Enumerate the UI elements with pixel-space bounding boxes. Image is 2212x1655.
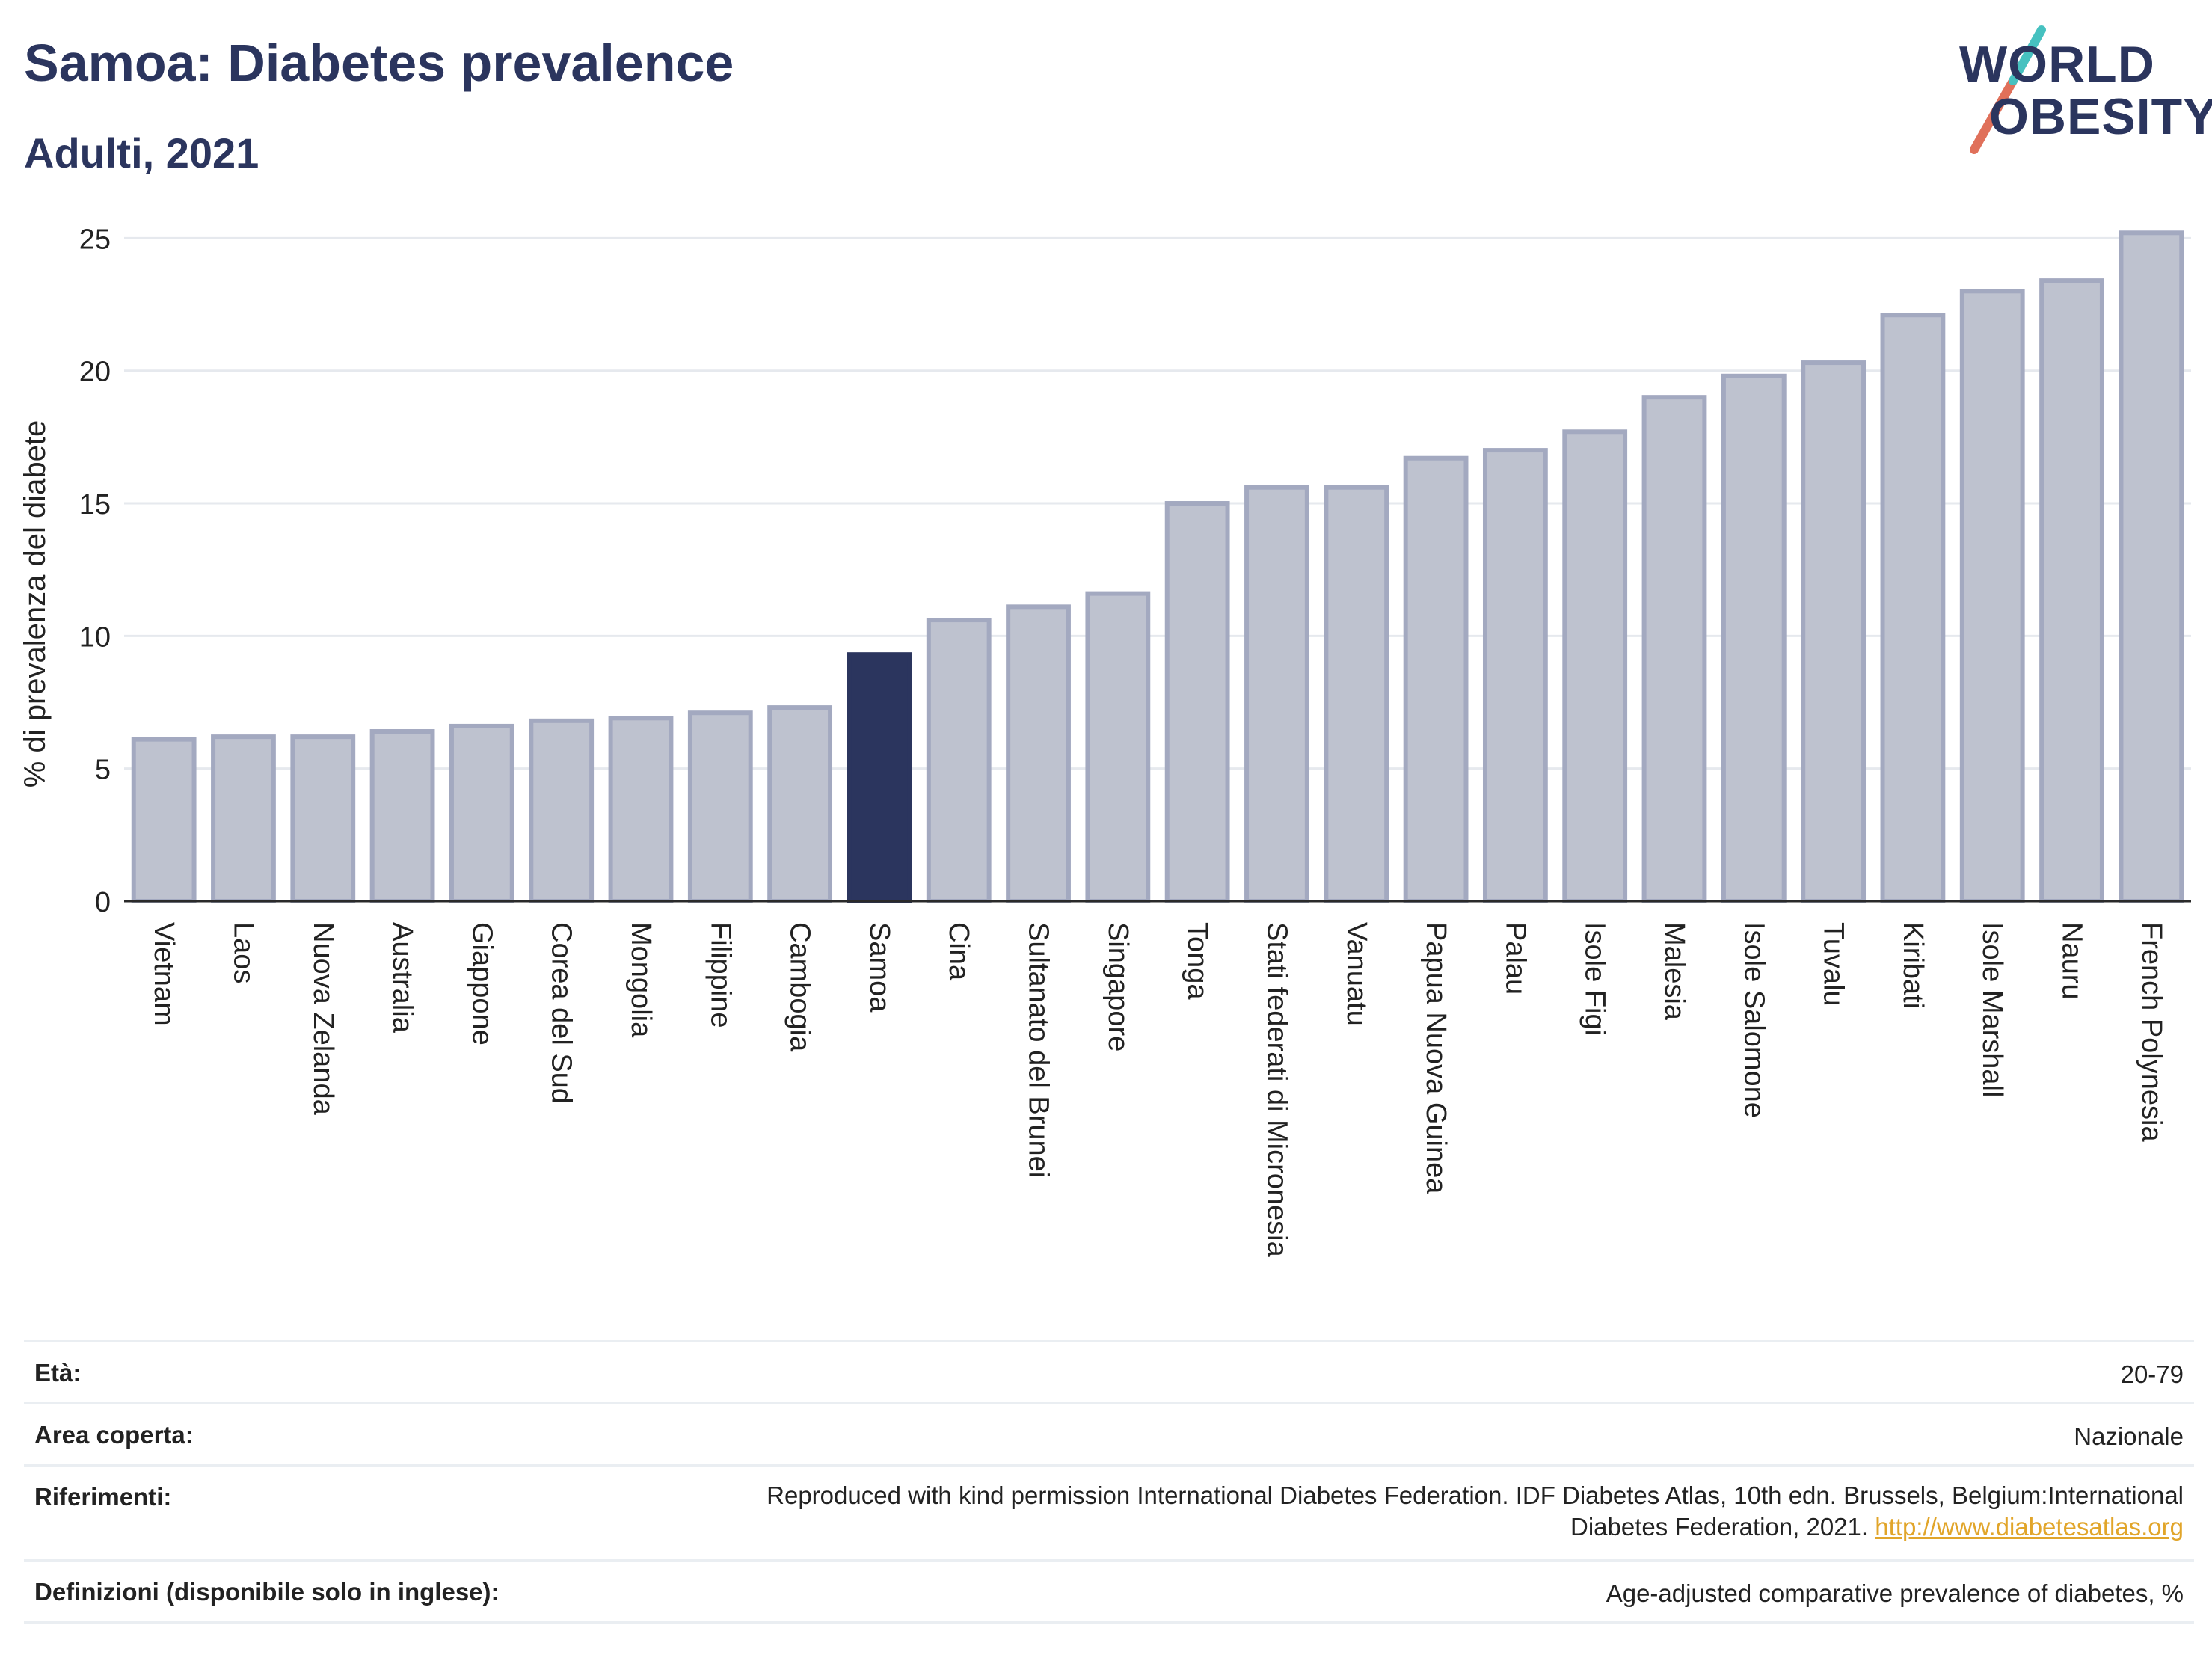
- bar-filippine[interactable]: [687, 710, 753, 904]
- y-tick-label: 5: [95, 755, 111, 786]
- x-tick-label: Cambogia: [784, 922, 816, 1052]
- bar-malesia[interactable]: [1641, 395, 1707, 903]
- bar-tuvalu[interactable]: [1801, 360, 1867, 903]
- bar-vanuatu[interactable]: [1324, 485, 1389, 903]
- bars: [131, 230, 2184, 904]
- references-text: Reproduced with kind permission Internat…: [766, 1467, 2194, 1543]
- y-tick-label: 15: [79, 489, 111, 521]
- x-tick-label: Tuvalu: [1818, 922, 1849, 1007]
- x-axis-labels: Vietnam Laos Nuova Zelanda Australia Giappon…: [148, 922, 2167, 1258]
- x-tick-label: Vanuatu: [1341, 922, 1372, 1026]
- x-tick-label: Giappone: [466, 922, 497, 1045]
- x-tick-label: Palau: [1499, 922, 1531, 995]
- x-tick-label: Papua Nuova Guinea: [1420, 922, 1451, 1194]
- chart-title: Samoa: Diabetes prevalence: [24, 34, 734, 92]
- x-tick-label: Isole Figi: [1579, 922, 1611, 1036]
- info-label: Età:: [34, 1359, 82, 1387]
- x-tick-label: Malesia: [1659, 922, 1690, 1021]
- references-line-1: Reproduced with kind permission Internat…: [766, 1481, 2184, 1509]
- bar-french-polynesia[interactable]: [2119, 230, 2184, 904]
- x-tick-label: Mongolia: [625, 922, 657, 1038]
- logo-word-obesity: OBESITY: [1989, 88, 2212, 145]
- bar-palau[interactable]: [1482, 448, 1548, 903]
- logo-word-world: WORLD: [1959, 36, 2155, 93]
- x-tick-label: Corea del Sud: [546, 922, 577, 1104]
- x-tick-label: Isole Salomone: [1738, 922, 1769, 1118]
- x-tick-label: Nauru: [2056, 922, 2088, 1000]
- info-row-definitions: Definizioni (disponibile solo in inglese…: [24, 1559, 2194, 1624]
- chart-subtitle: Adulti, 2021: [24, 129, 259, 176]
- info-value: Nazionale: [2074, 1422, 2184, 1450]
- bar-nuova-zelanda[interactable]: [290, 734, 356, 903]
- x-tick-label: Nuova Zelanda: [307, 922, 339, 1116]
- y-tick-label: 25: [79, 224, 111, 255]
- bar-cambogia[interactable]: [767, 705, 833, 904]
- x-tick-label: Vietnam: [148, 922, 179, 1026]
- bar-samoa[interactable]: [847, 652, 912, 904]
- y-axis-ticks: 0 5 10 15 20 25: [79, 224, 111, 918]
- x-tick-label: Kiribati: [1897, 922, 1929, 1009]
- info-value: Age-adjusted comparative prevalence of d…: [1606, 1579, 2184, 1607]
- references-line-2-text: Diabetes Federation, 2021.: [1570, 1513, 1869, 1541]
- y-tick-label: 10: [79, 621, 111, 653]
- bar-isole-marshall[interactable]: [1959, 289, 2025, 904]
- bar-laos[interactable]: [211, 734, 276, 903]
- bar-papua-nuova-guinea[interactable]: [1403, 455, 1469, 903]
- bar-vietnam[interactable]: [131, 737, 197, 903]
- bar-chart: 0 5 10 15 20 25 Vietnam Laos Nuova Zelanda Austr…: [19, 224, 2191, 1258]
- info-label: Area coperta:: [34, 1421, 194, 1449]
- y-tick-label: 0: [95, 887, 111, 918]
- info-row-references: Riferimenti: Reproduced with kind permis…: [24, 1464, 2194, 1559]
- x-tick-label: Australia: [387, 922, 418, 1034]
- bar-australia[interactable]: [369, 729, 435, 903]
- info-label: Definizioni (disponibile solo in inglese…: [34, 1578, 500, 1606]
- bar-stati-federati-di-micronesia[interactable]: [1244, 485, 1309, 903]
- bar-cina[interactable]: [926, 618, 992, 903]
- bar-isole-salomone[interactable]: [1721, 373, 1787, 903]
- info-table: Età: 20-79 Area coperta: Nazionale Rifer…: [24, 1340, 2194, 1624]
- y-axis-label: % di prevalenza del diabete: [19, 420, 52, 787]
- bar-corea-del-sud[interactable]: [529, 718, 595, 904]
- bar-giappone[interactable]: [449, 723, 514, 903]
- logo-slash-icon: [1970, 25, 2046, 154]
- diabetesatlas-link[interactable]: http://www.diabetesatlas.org: [1875, 1513, 2184, 1541]
- x-tick-label: Singapore: [1102, 922, 1134, 1051]
- x-tick-label: Isole Marshall: [1976, 922, 2008, 1097]
- x-tick-label: French Polynesia: [2136, 922, 2167, 1142]
- bar-mongolia[interactable]: [608, 716, 674, 904]
- x-tick-label: Cina: [943, 922, 974, 981]
- bar-tonga[interactable]: [1164, 501, 1230, 903]
- x-tick-label: Tonga: [1182, 922, 1213, 1000]
- world-obesity-logo[interactable]: WORLD OBESITY: [1944, 22, 2212, 157]
- x-tick-label: Filippine: [704, 922, 736, 1028]
- x-tick-label: Stati federati di Micronesia: [1261, 922, 1292, 1258]
- info-value: 20-79: [2120, 1360, 2184, 1388]
- bar-sultanato-del-brunei[interactable]: [1006, 604, 1071, 903]
- bar-nauru[interactable]: [2039, 278, 2104, 903]
- x-tick-label: Sultanato del Brunei: [1023, 922, 1054, 1178]
- x-tick-label: Samoa: [864, 922, 895, 1013]
- bar-isole-figi[interactable]: [1562, 429, 1628, 903]
- info-row-area: Area coperta: Nazionale: [24, 1402, 2194, 1464]
- info-row-age: Età: 20-79: [24, 1340, 2194, 1402]
- references-line-2: Diabetes Federation, 2021. http://www.di…: [766, 1511, 2184, 1543]
- bar-kiribati[interactable]: [1880, 313, 1946, 903]
- y-tick-label: 20: [79, 357, 111, 388]
- info-label: Riferimenti:: [34, 1483, 172, 1511]
- bar-singapore[interactable]: [1085, 591, 1151, 904]
- x-tick-label: Laos: [227, 922, 259, 983]
